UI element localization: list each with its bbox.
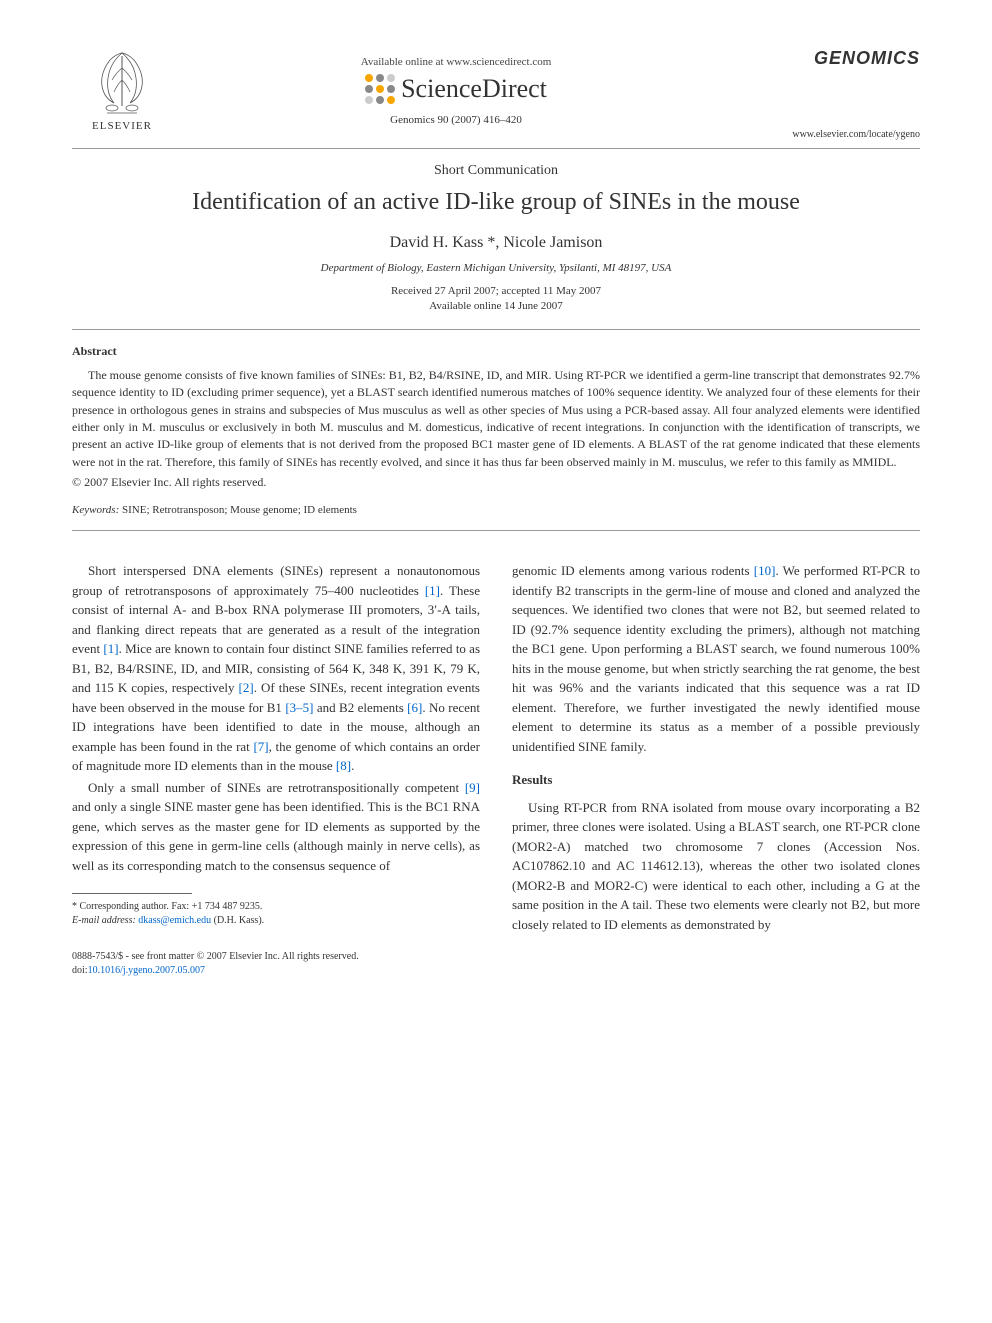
sd-dots-icon [365, 74, 395, 104]
body-text: genomic ID elements among various rodent… [512, 563, 754, 578]
footnote-divider [72, 893, 192, 894]
article-dates: Received 27 April 2007; accepted 11 May … [72, 284, 920, 315]
authors: David H. Kass *, Nicole Jamison [72, 234, 920, 252]
abstract-heading: Abstract [72, 344, 920, 359]
keywords-line: Keywords: SINE; Retrotransposon; Mouse g… [72, 504, 920, 516]
doi-label: doi: [72, 965, 88, 976]
available-online-line: Available online at www.sciencedirect.co… [172, 56, 740, 68]
body-paragraph: Short interspersed DNA elements (SINEs) … [72, 561, 480, 776]
email-label: E-mail address: [72, 915, 138, 926]
corr-author-line: * Corresponding author. Fax: +1 734 487 … [72, 900, 480, 914]
email-line: E-mail address: dkass@emich.edu (D.H. Ka… [72, 914, 480, 928]
body-paragraph: Only a small number of SINEs are retrotr… [72, 778, 480, 876]
ref-link[interactable]: [6] [407, 700, 422, 715]
sd-dot [376, 74, 384, 82]
article-title: Identification of an active ID-like grou… [72, 189, 920, 216]
available-online-date: Available online 14 June 2007 [429, 300, 563, 312]
keywords-label: Keywords: [72, 504, 119, 516]
body-text: Only a small number of SINEs are retrotr… [88, 780, 465, 795]
doi-line: doi:10.1016/j.ygeno.2007.05.007 [72, 964, 920, 978]
front-matter-line: 0888-7543/$ - see front matter © 2007 El… [72, 950, 920, 978]
doi-link[interactable]: 10.1016/j.ygeno.2007.05.007 [88, 965, 206, 976]
ref-link[interactable]: [1] [103, 641, 118, 656]
body-paragraph: genomic ID elements among various rodent… [512, 561, 920, 756]
ref-link[interactable]: [10] [754, 563, 776, 578]
ref-link[interactable]: [2] [239, 680, 254, 695]
body-text: . We performed RT-PCR to identify B2 tra… [512, 563, 920, 754]
ref-link[interactable]: [8] [336, 758, 351, 773]
corresponding-author-footnote: * Corresponding author. Fax: +1 734 487 … [72, 900, 480, 928]
body-text: and B2 elements [314, 700, 408, 715]
ref-link[interactable]: [3–5] [285, 700, 313, 715]
journal-reference: Genomics 90 (2007) 416–420 [172, 114, 740, 126]
body-text: . [351, 758, 354, 773]
journal-url: www.elsevier.com/locate/ygeno [740, 129, 920, 140]
divider [72, 148, 920, 149]
page-header: ELSEVIER Available online at www.science… [72, 48, 920, 140]
sd-dot [365, 74, 373, 82]
ref-link[interactable]: [7] [253, 739, 268, 754]
front-matter-text: 0888-7543/$ - see front matter © 2007 El… [72, 950, 920, 964]
body-paragraph: Using RT-PCR from RNA isolated from mous… [512, 798, 920, 935]
publisher-logo-block: ELSEVIER [72, 48, 172, 132]
article-type: Short Communication [72, 163, 920, 179]
journal-brand: GENOMICS [740, 48, 920, 69]
sciencedirect-logo: ScienceDirect [172, 74, 740, 104]
abstract-body: The mouse genome consists of five known … [72, 367, 920, 471]
email-link[interactable]: dkass@emich.edu [138, 915, 211, 926]
sd-dot [376, 96, 384, 104]
elsevier-tree-icon [92, 48, 152, 118]
body-text: Short interspersed DNA elements (SINEs) … [72, 563, 480, 598]
sd-dot [365, 96, 373, 104]
body-text: and only a single SINE master gene has b… [72, 799, 480, 873]
keywords-text: SINE; Retrotransposon; Mouse genome; ID … [119, 504, 357, 516]
sd-dot [387, 74, 395, 82]
ref-link[interactable]: [1] [425, 583, 440, 598]
divider [72, 329, 920, 330]
sd-dot [387, 85, 395, 93]
abstract-copyright: © 2007 Elsevier Inc. All rights reserved… [72, 475, 920, 490]
left-column: Short interspersed DNA elements (SINEs) … [72, 561, 480, 936]
sd-dot [387, 96, 395, 104]
right-column: genomic ID elements among various rodent… [512, 561, 920, 936]
sd-dot [365, 85, 373, 93]
ref-link[interactable]: [9] [465, 780, 480, 795]
sciencedirect-wordmark: ScienceDirect [401, 74, 547, 104]
center-header: Available online at www.sciencedirect.co… [172, 48, 740, 126]
publisher-label: ELSEVIER [92, 120, 152, 132]
affiliation: Department of Biology, Eastern Michigan … [72, 262, 920, 274]
received-accepted-line: Received 27 April 2007; accepted 11 May … [391, 285, 601, 297]
divider [72, 530, 920, 531]
email-suffix: (D.H. Kass). [211, 915, 264, 926]
body-columns: Short interspersed DNA elements (SINEs) … [72, 561, 920, 936]
right-header: GENOMICS www.elsevier.com/locate/ygeno [740, 48, 920, 140]
sd-dot [376, 85, 384, 93]
results-heading: Results [512, 770, 920, 790]
